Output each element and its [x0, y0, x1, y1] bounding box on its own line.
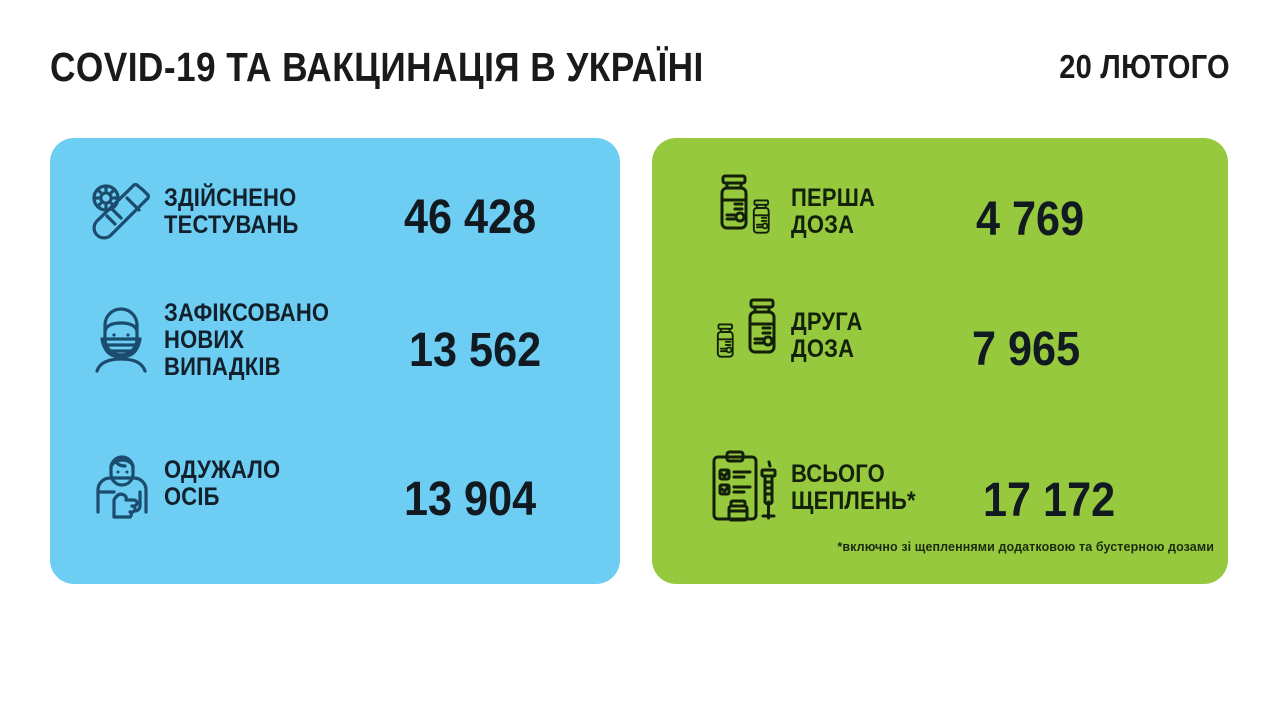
stat-row-first-dose: ПЕРША ДОЗА: [705, 172, 887, 252]
stat-row-new-cases: ЗАФІКСОВАНО НОВИХ ВИПАДКІВ: [78, 300, 352, 381]
vaccination-footnote: *включно зі щепленнями додатковою та бус…: [837, 540, 1214, 554]
stat-row-tests: ЗДІЙСНЕНО ТЕСТУВАНЬ: [78, 176, 317, 248]
two-vials-second-dose-icon: [705, 296, 791, 376]
report-date: 20 ЛЮТОГО: [1059, 48, 1230, 85]
stat-label-tests: ЗДІЙСНЕНО ТЕСТУВАНЬ: [164, 184, 299, 239]
page-title: COVID-19 ТА ВАКЦИНАЦІЯ В УКРАЇНІ: [50, 44, 704, 90]
stat-row-second-dose: ДРУГА ДОЗА: [705, 296, 872, 376]
clipboard-syringe-icon: [705, 448, 791, 528]
two-vials-first-dose-icon: [705, 172, 791, 252]
stat-label-new-cases: ЗАФІКСОВАНО НОВИХ ВИПАДКІВ: [164, 299, 330, 381]
header: COVID-19 ТА ВАКЦИНАЦІЯ В УКРАЇНІ 20 ЛЮТО…: [50, 44, 1230, 100]
stat-value-recovered: 13 904: [404, 473, 537, 526]
stat-value-total-vaccinations: 17 172: [983, 474, 1116, 527]
stat-value-new-cases: 13 562: [409, 324, 542, 377]
stat-value-first-dose: 4 769: [976, 193, 1085, 246]
footer: МІНІСТЕРСТВО ОХОРОНИ ЗДОРОВ'Я УКРАЇНИ Га…: [0, 600, 1280, 720]
recovered-person-icon: [78, 448, 164, 520]
stat-row-recovered: ОДУЖАЛО ОСІБ: [78, 448, 296, 520]
test-tube-virus-icon: [78, 176, 164, 248]
stat-label-first-dose: ПЕРША ДОЗА: [791, 184, 876, 239]
stat-value-tests: 46 428: [404, 191, 537, 244]
stat-label-recovered: ОДУЖАЛО ОСІБ: [164, 456, 281, 511]
stat-row-total-vaccinations: ВСЬОГО ЩЕПЛЕНЬ*: [705, 448, 933, 528]
masked-person-icon: [78, 305, 164, 377]
stat-value-second-dose: 7 965: [972, 323, 1081, 376]
stat-label-total-vaccinations: ВСЬОГО ЩЕПЛЕНЬ*: [791, 460, 916, 515]
stat-label-second-dose: ДРУГА ДОЗА: [791, 308, 863, 363]
